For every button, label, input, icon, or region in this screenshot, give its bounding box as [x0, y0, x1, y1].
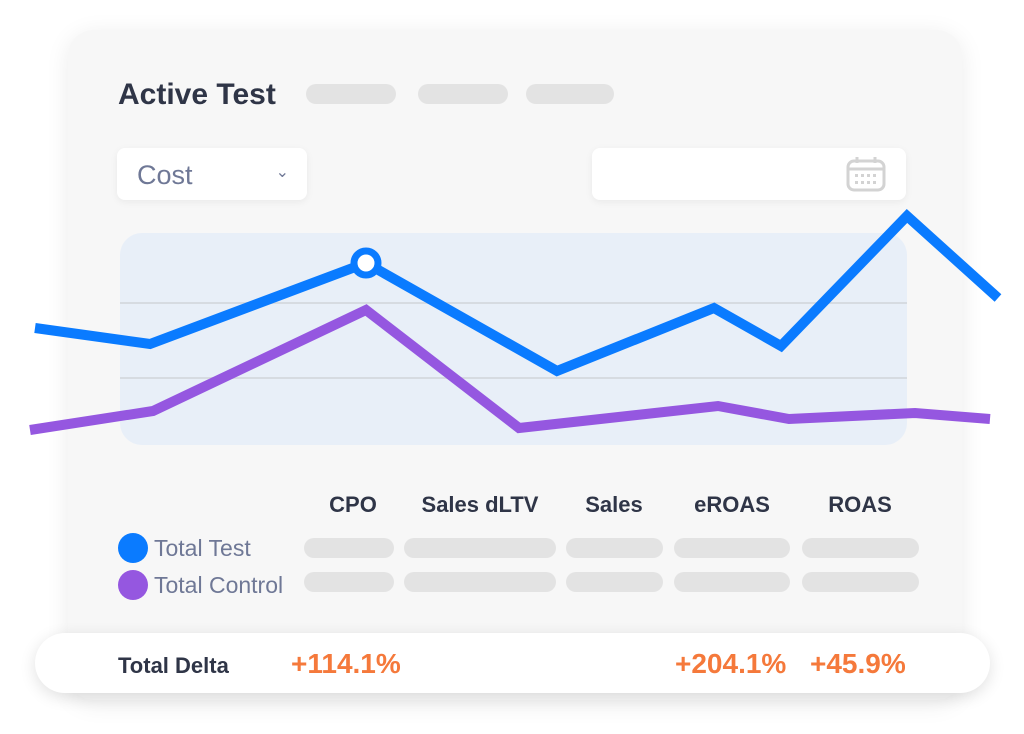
column-header-cpo: CPO: [329, 492, 377, 517]
cell-placeholder: [802, 538, 919, 558]
gridline: [120, 302, 907, 304]
cell-placeholder: [566, 572, 663, 592]
row-label: Total Test: [154, 534, 251, 561]
cell-placeholder: [404, 572, 556, 592]
cell-placeholder: [674, 572, 790, 592]
delta-cpo: +114.1%: [291, 648, 401, 679]
column-header-sales: Sales: [585, 492, 643, 517]
control-dot-icon: [118, 570, 148, 600]
test-series-line: [34, 209, 1002, 377]
cell-placeholder: [404, 538, 556, 558]
cell-placeholder: [802, 572, 919, 592]
control-series-line: [29, 304, 991, 435]
highlighted-point: [350, 247, 382, 279]
page-title: Active Test: [118, 78, 276, 111]
cell-placeholder: [674, 538, 790, 558]
placeholder-tab: [418, 84, 508, 104]
placeholder-tab: [306, 84, 396, 104]
metric-select-value: Cost: [137, 160, 193, 190]
legend-total-test: Total Test: [118, 533, 251, 563]
column-header-sales-dltv: Sales dLTV: [421, 492, 539, 517]
legend-total-control: Total Control: [118, 570, 283, 600]
delta-eroas: +204.1%: [675, 648, 787, 679]
cell-placeholder: [304, 572, 394, 592]
calendar-icon: [846, 157, 886, 192]
delta-roas: +45.9%: [810, 648, 906, 679]
row-label: Total Control: [154, 571, 284, 598]
cell-placeholder: [566, 538, 663, 558]
gridline: [120, 377, 907, 379]
column-header-roas: ROAS: [828, 492, 892, 517]
total-delta-label: Total Delta: [118, 653, 229, 678]
chevron-down-icon: ⌄: [275, 164, 289, 181]
total-delta-bar: [35, 633, 990, 693]
date-picker[interactable]: [592, 148, 906, 200]
cell-placeholder: [304, 538, 394, 558]
column-header-eroas: eROAS: [694, 492, 770, 517]
metric-select[interactable]: Cost ⌄: [117, 148, 307, 200]
placeholder-tab: [526, 84, 614, 104]
test-dot-icon: [118, 533, 148, 563]
